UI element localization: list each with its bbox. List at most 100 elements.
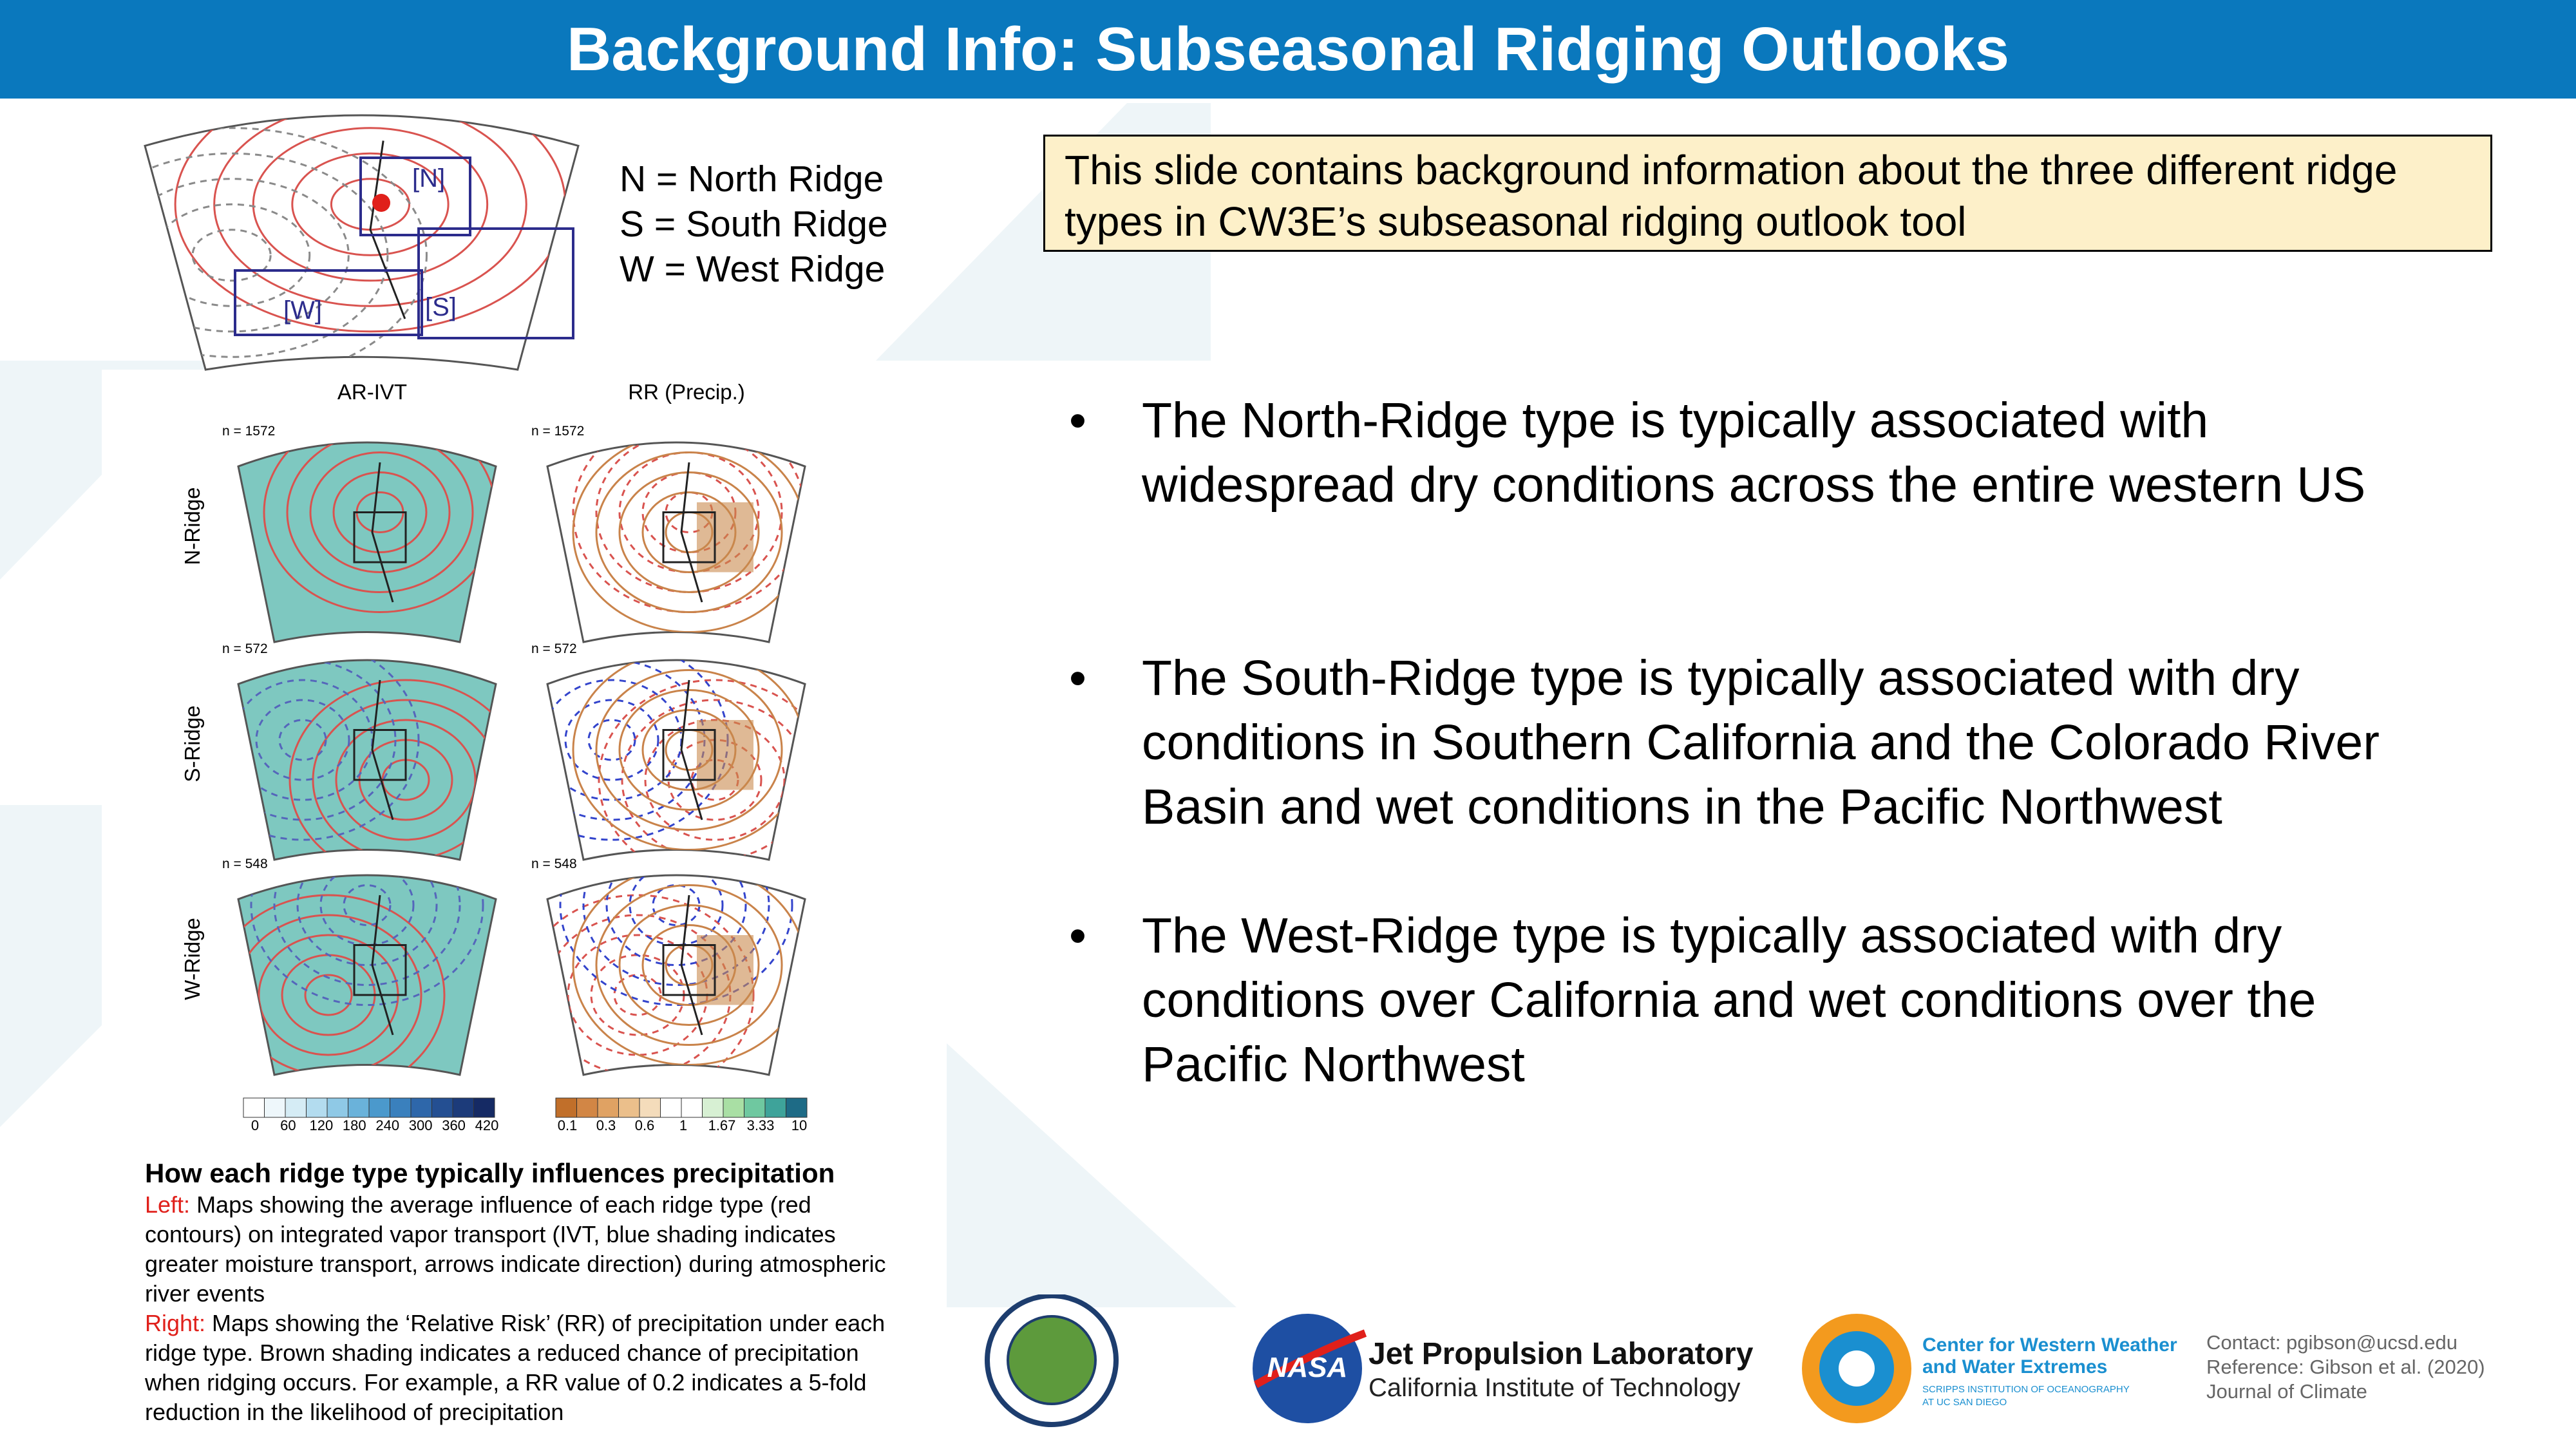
- contour: [618, 689, 760, 811]
- row-label: W-Ridge: [180, 918, 204, 1000]
- contact-line: Contact: pgibson@ucsd.edu: [2206, 1331, 2458, 1354]
- caption-label: Left:: [145, 1191, 191, 1218]
- colorbar-cell: [243, 1097, 265, 1118]
- colorbar-cell: [639, 1097, 661, 1118]
- colorbar-tick: 420: [475, 1117, 499, 1133]
- contour: [145, 152, 389, 358]
- colorbar-tick: 0: [251, 1117, 259, 1133]
- colorbar-tick: 1: [679, 1117, 687, 1133]
- map: [237, 659, 497, 861]
- contour: [613, 974, 662, 1016]
- colorbar-cell: [306, 1097, 328, 1118]
- contour: [332, 471, 428, 553]
- contour: [263, 442, 496, 613]
- contour: [309, 451, 451, 573]
- ridge-center: [372, 194, 390, 212]
- coastline: [371, 679, 394, 820]
- region-box: [234, 269, 423, 336]
- contour: [572, 660, 805, 851]
- column-title: RR (Precip.): [628, 380, 745, 404]
- row-label: N-Ridge: [180, 487, 204, 565]
- bullet-text: The South-Ridge type is typically associ…: [1142, 650, 2380, 835]
- colorbar-cell: [327, 1097, 348, 1118]
- contour: [595, 451, 783, 613]
- colorbar-cell: [786, 1097, 808, 1118]
- cw3e-drop: [1839, 1350, 1875, 1387]
- caption-text: Maps showing the ‘Relative Risk’ (RR) of…: [145, 1310, 886, 1425]
- contour: [598, 679, 805, 860]
- colorbar-cell: [555, 1097, 577, 1118]
- contour: [145, 127, 428, 370]
- caption: How each ridge type typically influences…: [145, 1157, 898, 1427]
- box: [662, 729, 716, 781]
- colorbar-cell: [452, 1097, 474, 1118]
- contour: [572, 875, 805, 1066]
- bullet: • The North-Ridge type is typically assoc…: [1069, 388, 2460, 517]
- jpl-text: Jet Propulsion Laboratory: [1368, 1337, 1754, 1371]
- contour: [564, 699, 659, 781]
- colorbar-cell: [473, 1097, 495, 1118]
- colorbar-cell: [723, 1097, 744, 1118]
- contour: [238, 660, 397, 821]
- coastline: [369, 140, 406, 319]
- title: Background Info: Subseasonal Ridging Out…: [0, 0, 2576, 99]
- nasa-text: NASA: [1267, 1352, 1348, 1383]
- contour: [296, 875, 438, 966]
- contour: [312, 699, 496, 860]
- contour: [304, 974, 353, 1016]
- coastline: [371, 895, 394, 1036]
- colorbar-cell: [348, 1097, 370, 1118]
- colorbar-cell: [681, 1097, 703, 1118]
- dwr-seal-inner: [1007, 1315, 1097, 1405]
- bullet-text: The North-Ridge type is typically associ…: [1142, 393, 2366, 513]
- region-box: [359, 156, 471, 236]
- bullet: • The West-Ridge type is typically associ…: [1069, 904, 2460, 1097]
- region-label: [N]: [412, 164, 445, 193]
- contour: [572, 442, 805, 613]
- contour: [238, 660, 420, 841]
- contour: [629, 875, 724, 946]
- colorbar-cell: [368, 1097, 390, 1118]
- colorbar-tick: 240: [375, 1117, 399, 1133]
- contour: [291, 152, 450, 256]
- precip-shading: [697, 502, 753, 573]
- box: [353, 944, 407, 996]
- colorbar-cell: [764, 1097, 786, 1118]
- bg-shape: [947, 1043, 1236, 1307]
- coastline: [371, 462, 394, 603]
- colorbar-cell: [597, 1097, 619, 1118]
- colorbar-tick: 0.3: [596, 1117, 616, 1133]
- contour: [250, 875, 484, 1006]
- caltech-text: California Institute of Technology: [1368, 1374, 1740, 1402]
- sample-size: n = 1572: [531, 424, 584, 439]
- colorbar-cell: [744, 1097, 766, 1118]
- caption-label: Right:: [145, 1310, 206, 1336]
- contour: [319, 875, 415, 946]
- contour: [238, 894, 446, 1075]
- cw3e-sub: AT UC SAN DIEGO: [1922, 1397, 2007, 1408]
- colorbar-tick: 300: [409, 1117, 433, 1133]
- contour: [595, 442, 783, 593]
- colorbar-tick: 360: [442, 1117, 466, 1133]
- caption-left: Left: Maps showing the average influence…: [145, 1190, 898, 1309]
- bullet-text: The West-Ridge type is typically associa…: [1142, 908, 2316, 1092]
- box: [662, 511, 716, 564]
- colorbar-cell: [285, 1097, 307, 1118]
- sample-size: n = 572: [222, 641, 268, 656]
- region-label: [S]: [425, 293, 457, 321]
- map: [237, 441, 497, 643]
- coastline: [680, 679, 703, 820]
- sample-size: n = 1572: [222, 424, 275, 439]
- colorbar-tick: 180: [343, 1117, 366, 1133]
- sample-size: n = 548: [531, 857, 577, 871]
- colorbar-tick: 60: [280, 1117, 296, 1133]
- contour: [572, 442, 805, 633]
- contour: [238, 679, 374, 801]
- column-title: AR-IVT: [337, 380, 407, 404]
- contour: [582, 875, 770, 986]
- colorbar-tick: 120: [309, 1117, 333, 1133]
- contour: [145, 178, 350, 333]
- cw3e-text: and Water Extremes: [1922, 1356, 2107, 1378]
- coastline: [680, 462, 703, 603]
